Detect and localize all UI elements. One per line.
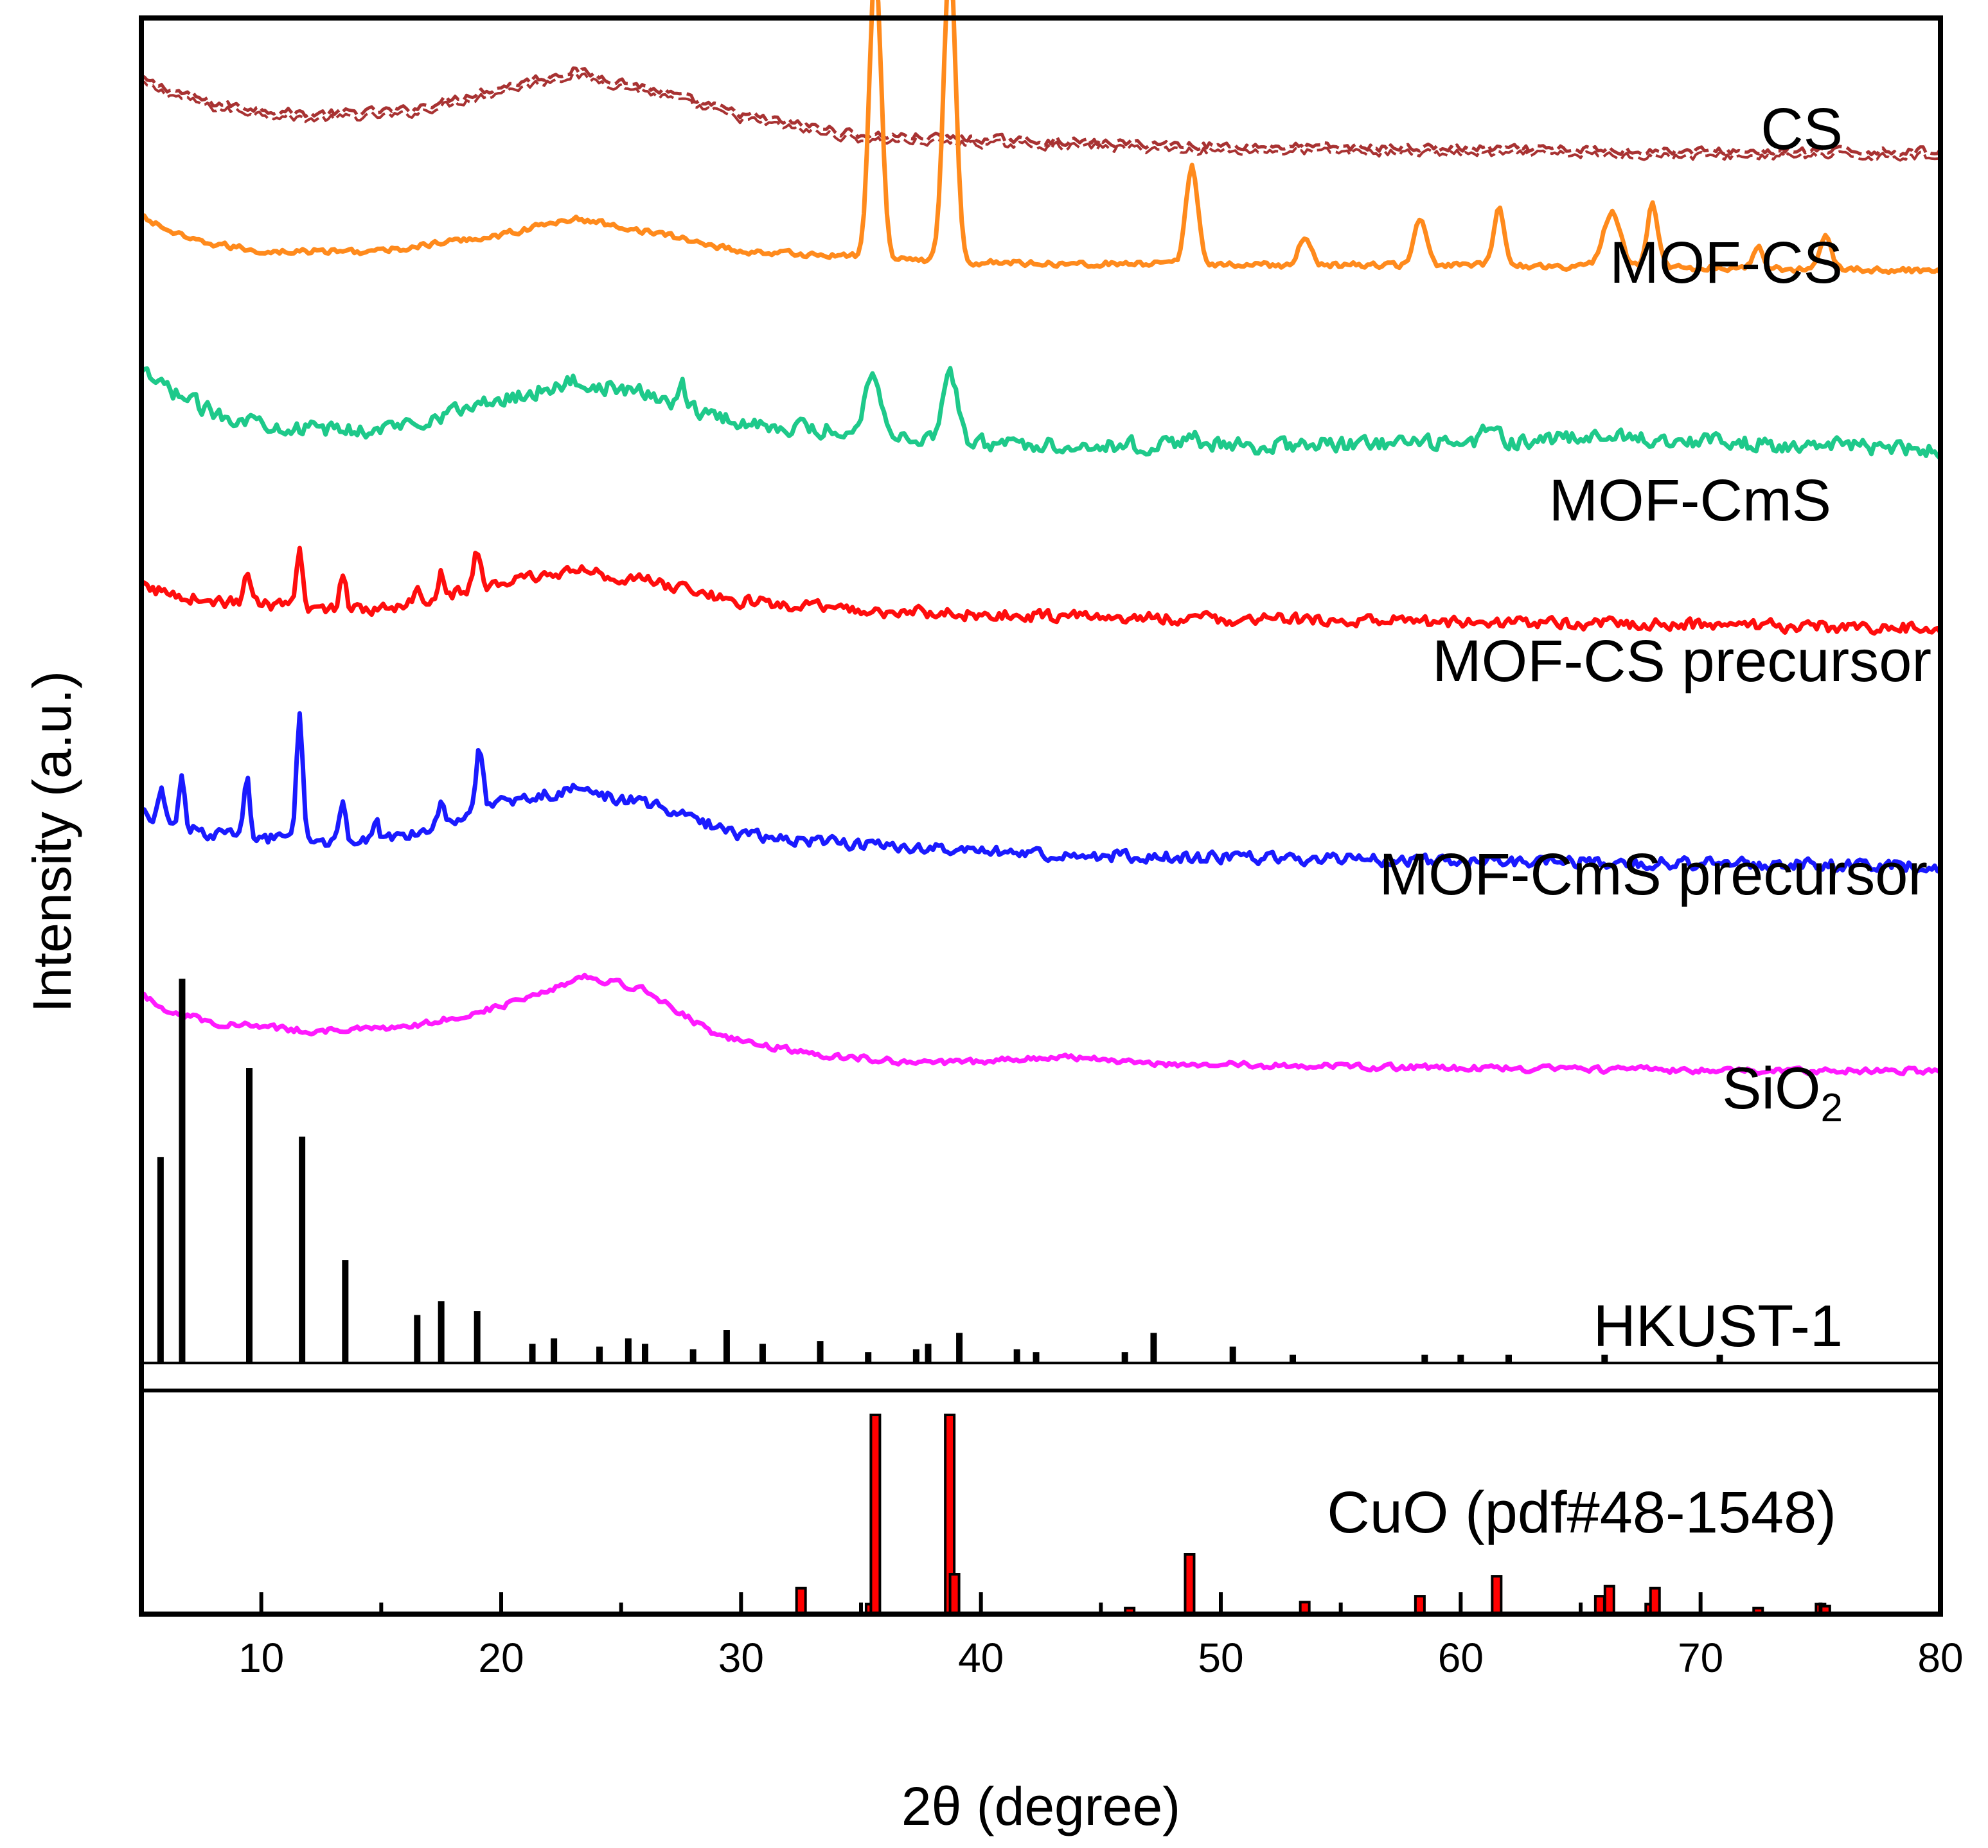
hkust-1-peak	[1150, 1333, 1157, 1364]
series-line-mof-cms-precursor	[140, 711, 1941, 875]
hkust-1-peak	[689, 1349, 697, 1364]
series-line-cs-shadow	[140, 71, 1942, 162]
x-tick-label: 80	[1917, 1635, 1963, 1681]
hkust-1-peak	[438, 1301, 445, 1364]
hkust-1-peak	[179, 979, 186, 1364]
cuo-reference-bar	[948, 1573, 961, 1615]
hkust-1-peak	[596, 1346, 603, 1364]
hkust-1-peak	[642, 1344, 648, 1364]
subscript-2: 2	[1821, 1086, 1843, 1130]
hkust-1-peak	[625, 1338, 632, 1364]
hkust-1-peak	[1290, 1355, 1296, 1364]
hkust-1-peak	[551, 1338, 558, 1364]
series-label-mof-cs-precursor: MOF-CS precursor	[1432, 628, 1931, 694]
hkust-1-peak	[759, 1344, 766, 1364]
hkust-1-peak	[723, 1330, 730, 1364]
x-tick-label: 20	[478, 1635, 524, 1681]
series-line-mof-cs	[141, 0, 1942, 276]
series-line-cs	[140, 66, 1942, 157]
cuo-reference-bar	[869, 1414, 882, 1615]
series-label-hkust-1: HKUST-1	[1593, 1293, 1843, 1359]
series-label-cuo-pdf-48-1548: CuO (pdf#48-1548)	[1327, 1480, 1836, 1545]
hkust-1-peak	[342, 1260, 349, 1364]
cuo-reference-bar	[1491, 1575, 1503, 1616]
hkust-1-peak	[1716, 1355, 1723, 1364]
hkust-1-peak	[414, 1315, 421, 1364]
x-tick-label: 70	[1678, 1635, 1723, 1681]
series-line-mof-cms	[139, 366, 1942, 461]
x-tick-label: 60	[1438, 1635, 1484, 1681]
hkust-1-peak	[246, 1068, 253, 1364]
cuo-reference-bar	[1184, 1553, 1196, 1615]
hkust-1-peak	[1505, 1355, 1512, 1364]
hkust-1-peak	[912, 1349, 919, 1364]
series-label-cs: CS	[1761, 96, 1843, 162]
series-label-mof-cms-precursor: MOF-CmS precursor	[1379, 842, 1928, 907]
hkust-1-peak	[956, 1333, 963, 1364]
x-tick-label: 10	[238, 1635, 284, 1681]
series-line-mof-cs-precursor	[139, 546, 1942, 636]
hkust-1-peak	[157, 1157, 164, 1364]
hkust-1-peak	[1121, 1352, 1128, 1364]
hkust-1-peak	[299, 1136, 306, 1364]
series-line-sio2	[141, 972, 1942, 1076]
series-label-sio2: SiO2	[1722, 1056, 1843, 1130]
x-tick-label: 40	[958, 1635, 1004, 1681]
x-tick-label: 50	[1198, 1635, 1243, 1681]
hkust-1-peak	[1033, 1352, 1040, 1364]
x-axis-title: 2θ (degree)	[901, 1776, 1180, 1836]
hkust-1-peak	[925, 1344, 932, 1364]
cuo-reference-bar	[1603, 1585, 1615, 1616]
hkust-1-peak	[1421, 1355, 1428, 1364]
hkust-1-peak	[817, 1341, 824, 1364]
y-axis-title: Intensity (a.u.)	[22, 671, 82, 1013]
x-axis-ticks: 10 20 30 40 50 60 70 80	[139, 1592, 1964, 1681]
hkust-1-peak	[1601, 1355, 1608, 1364]
hkust-1-peak	[1229, 1346, 1236, 1364]
plot-frame	[139, 15, 1943, 1617]
cuo-reference-bar	[795, 1586, 807, 1615]
series-label-mof-cms: MOF-CmS	[1549, 468, 1831, 533]
plot-area	[139, 0, 1942, 1616]
hkust-1-peak	[1013, 1349, 1020, 1364]
hkust-1-peak	[1457, 1355, 1464, 1364]
x-tick-label: 30	[718, 1635, 764, 1681]
hkust-1-peak	[529, 1344, 536, 1364]
cuo-reference-bar	[1649, 1586, 1661, 1615]
series-labels: CS MOF-CS MOF-CmS MOF-CS precursor MOF-CmS p…	[1327, 96, 1931, 1545]
series-label-mof-cs: MOF-CS	[1610, 230, 1843, 296]
hkust-1-peak	[474, 1311, 481, 1364]
hkust-1-peak	[865, 1352, 872, 1364]
cuo-reference-bar	[1414, 1595, 1426, 1616]
cuo-reference-bar	[1593, 1595, 1606, 1616]
